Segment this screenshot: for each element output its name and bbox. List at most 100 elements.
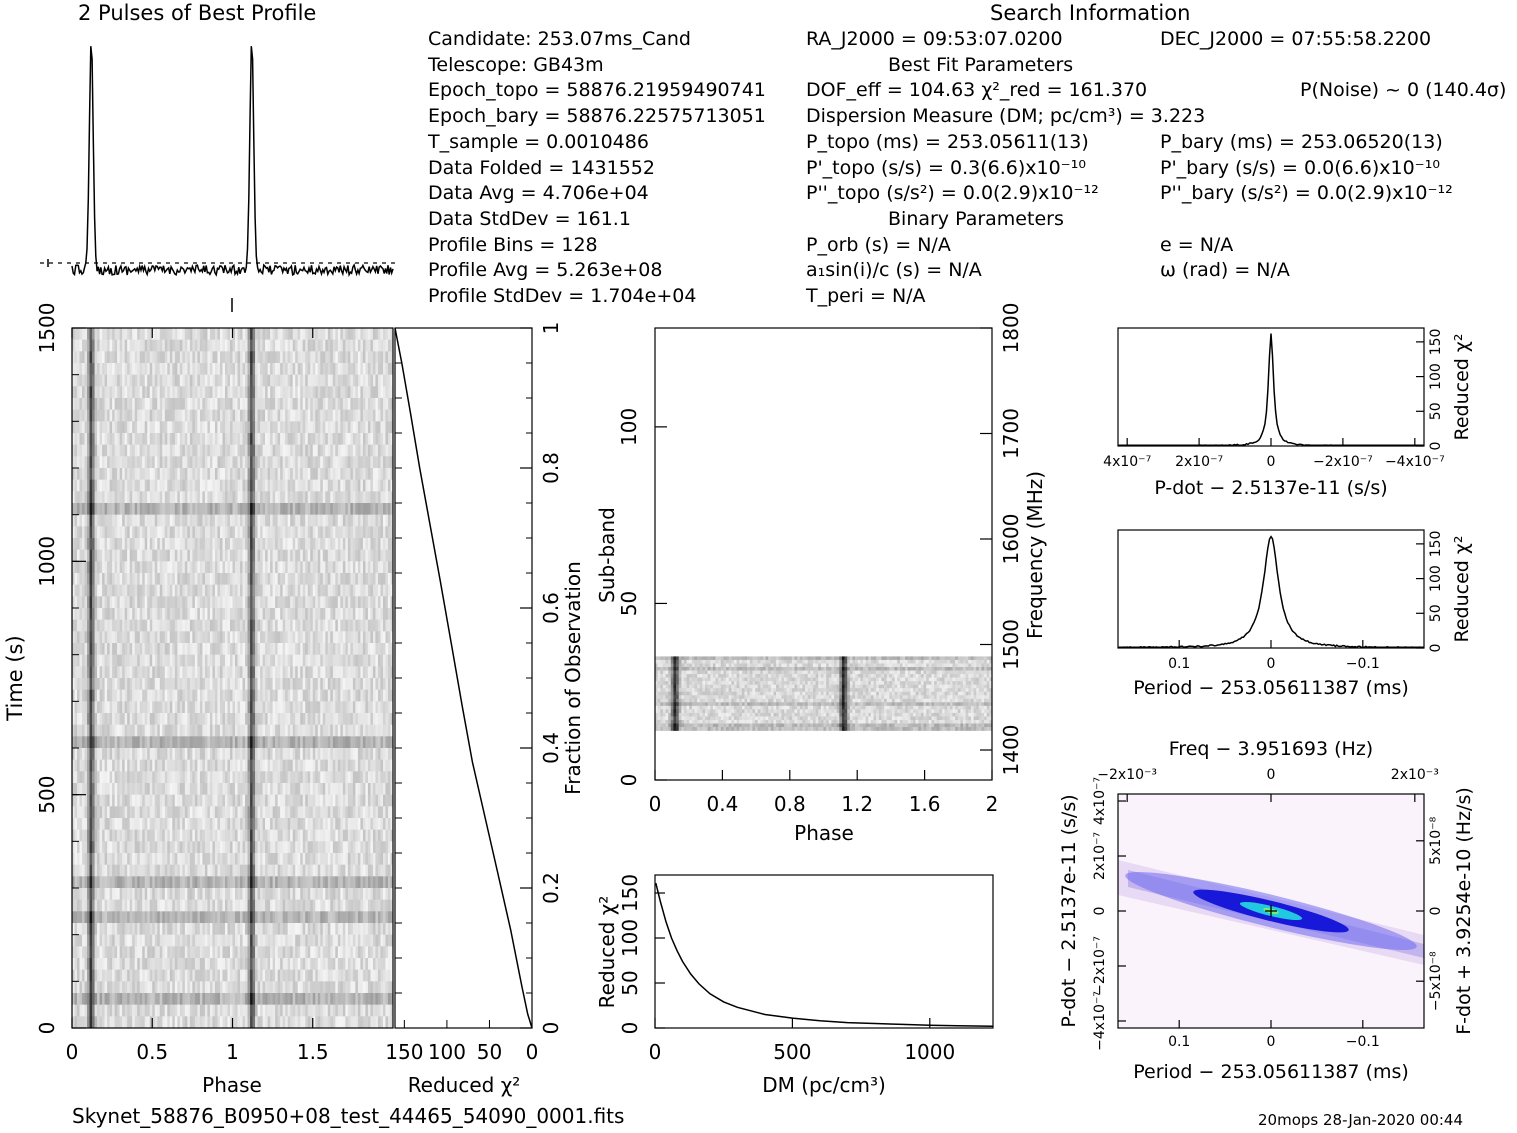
tp-cell	[312, 363, 316, 375]
tp-cell	[262, 573, 266, 585]
tp-cell	[302, 689, 306, 702]
tp-cell	[134, 526, 138, 539]
tp-cell	[345, 549, 349, 562]
tp-cell	[124, 701, 128, 714]
tp-cell	[169, 351, 173, 364]
tp-cell	[375, 561, 379, 574]
tp-cell	[174, 374, 178, 387]
tp-cell	[272, 736, 276, 749]
tp-cell	[320, 351, 324, 364]
tp-cell	[152, 444, 156, 457]
tp-cell	[112, 596, 115, 609]
tp-cell	[184, 479, 188, 492]
tp-cell	[132, 526, 135, 539]
tp-cell	[317, 678, 321, 690]
tp-cell	[277, 619, 281, 632]
tp-cell	[387, 444, 391, 457]
tp-cell	[342, 713, 346, 725]
tp-cell	[300, 666, 304, 679]
tp-cell	[340, 503, 344, 515]
tp-cell	[302, 398, 306, 410]
tp-cell	[97, 514, 100, 527]
tp-cell	[370, 514, 374, 527]
tp-cell	[292, 713, 296, 725]
tp-cell	[87, 724, 90, 737]
tp-cell	[355, 351, 359, 364]
tp-cell	[267, 654, 271, 667]
tp-cell	[122, 328, 125, 340]
tp-cell	[182, 584, 186, 597]
tp-cell	[380, 608, 384, 620]
tp-cell	[390, 549, 394, 562]
tp-cell	[79, 561, 83, 574]
tp-cell	[335, 631, 339, 644]
tp-cell	[302, 514, 306, 527]
tp-cell	[287, 631, 291, 644]
tp-cell	[109, 351, 113, 364]
tp-cell	[325, 724, 329, 737]
tp-cell	[99, 351, 103, 364]
tp-cell	[275, 409, 278, 422]
tp-cell	[117, 643, 120, 655]
tp-cell	[347, 701, 351, 714]
tp-cell	[77, 759, 80, 772]
tp-cell	[367, 759, 371, 772]
tp-cell	[202, 678, 206, 690]
tp-cell	[134, 409, 138, 422]
tp-cell	[365, 339, 369, 352]
tp-cell	[142, 689, 146, 702]
tp-cell	[287, 503, 291, 515]
tp-cell	[285, 561, 288, 574]
tp-cell	[272, 596, 276, 609]
tp-cell	[214, 514, 218, 527]
tp-cell	[209, 608, 213, 620]
tp-cell	[260, 538, 263, 550]
tp-cell	[335, 619, 339, 632]
tp-cell	[229, 724, 233, 737]
tp-cell	[242, 526, 246, 539]
tp-cell	[197, 713, 201, 725]
tp-cell	[172, 689, 176, 702]
tp-cell	[137, 409, 141, 422]
tp-cell	[139, 409, 143, 422]
tp-cell	[209, 596, 213, 609]
tp-cell	[132, 444, 135, 457]
tp-cell	[320, 748, 324, 760]
tp-cell	[302, 771, 306, 784]
tp-cell	[377, 584, 381, 597]
tp-cell	[207, 468, 211, 480]
tp-cell	[265, 748, 268, 760]
tp-cell	[275, 549, 278, 562]
tp-cell	[320, 619, 324, 632]
tp-cell	[342, 596, 346, 609]
tp-cell	[182, 678, 186, 690]
tp-cell	[157, 456, 161, 469]
tp-cell	[77, 584, 80, 597]
tp-cell	[134, 549, 138, 562]
tp-cell	[277, 526, 281, 539]
tp-cell	[337, 491, 341, 504]
tp-cell	[189, 398, 193, 410]
tp-cell	[77, 654, 80, 667]
tp-cell	[385, 584, 389, 597]
tp-cell	[142, 514, 146, 527]
tp-cell	[262, 561, 266, 574]
tp-cell	[84, 363, 88, 375]
tp-cell	[202, 713, 206, 725]
tp-cell	[247, 374, 251, 387]
tp-cell	[87, 468, 90, 480]
tp-cell	[387, 713, 391, 725]
tp-cell	[157, 386, 161, 399]
info-left-line-6: Data Avg = 4.706e+04	[428, 182, 649, 205]
tp-cell	[295, 596, 299, 609]
tp-cell	[137, 526, 141, 539]
tp-cell	[315, 433, 319, 445]
tp-cell	[327, 678, 331, 690]
tp-cell	[267, 421, 271, 434]
tp-cell	[380, 736, 384, 749]
tp-cell	[204, 619, 208, 632]
tp-cell	[212, 386, 216, 399]
tp-cell	[262, 631, 266, 644]
tp-cell	[189, 468, 193, 480]
tp-cell	[367, 678, 371, 690]
